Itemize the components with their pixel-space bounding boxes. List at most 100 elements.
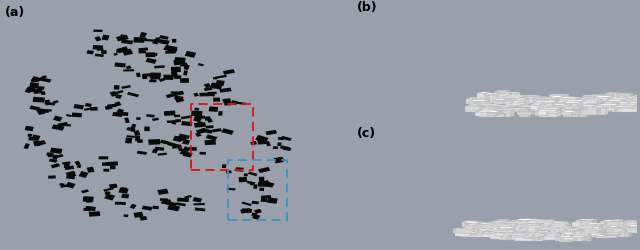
Polygon shape: [591, 219, 597, 227]
Bar: [115, 102, 122, 107]
Bar: [86, 206, 93, 210]
Polygon shape: [586, 223, 609, 224]
Polygon shape: [464, 226, 484, 227]
Polygon shape: [610, 108, 630, 111]
Bar: [153, 75, 161, 80]
Polygon shape: [465, 222, 483, 223]
Bar: [215, 76, 227, 80]
Polygon shape: [534, 224, 538, 229]
Bar: [131, 127, 135, 132]
Bar: [230, 101, 237, 106]
Polygon shape: [548, 222, 559, 228]
Polygon shape: [497, 112, 499, 117]
Bar: [110, 166, 116, 170]
Polygon shape: [608, 100, 625, 103]
Bar: [140, 33, 147, 39]
Bar: [62, 162, 71, 165]
Bar: [121, 86, 131, 90]
Polygon shape: [604, 97, 624, 103]
Polygon shape: [491, 233, 504, 234]
Polygon shape: [609, 221, 618, 228]
Polygon shape: [511, 234, 528, 237]
Polygon shape: [637, 229, 640, 230]
Polygon shape: [582, 97, 601, 102]
Bar: [48, 155, 59, 158]
Polygon shape: [633, 98, 636, 102]
Polygon shape: [516, 93, 520, 100]
Polygon shape: [609, 220, 623, 221]
Bar: [113, 54, 118, 56]
Polygon shape: [605, 222, 627, 224]
Polygon shape: [540, 100, 553, 102]
Polygon shape: [591, 106, 597, 112]
Bar: [166, 93, 178, 99]
Polygon shape: [490, 232, 500, 235]
Polygon shape: [513, 100, 528, 101]
Polygon shape: [502, 97, 522, 101]
Polygon shape: [607, 226, 620, 227]
Polygon shape: [633, 226, 640, 228]
Polygon shape: [614, 100, 635, 101]
Polygon shape: [506, 222, 509, 227]
Polygon shape: [562, 227, 574, 228]
Polygon shape: [588, 99, 591, 107]
Polygon shape: [474, 104, 491, 109]
Polygon shape: [475, 234, 496, 235]
Bar: [161, 199, 172, 204]
Polygon shape: [470, 230, 474, 233]
Polygon shape: [636, 102, 640, 106]
Polygon shape: [477, 106, 497, 108]
Polygon shape: [496, 228, 511, 230]
Polygon shape: [506, 108, 522, 109]
Polygon shape: [570, 235, 589, 242]
Bar: [182, 152, 193, 158]
Polygon shape: [608, 98, 630, 100]
Bar: [172, 40, 177, 44]
Polygon shape: [597, 108, 601, 116]
Polygon shape: [574, 231, 578, 235]
Polygon shape: [519, 224, 541, 226]
Polygon shape: [551, 233, 554, 240]
Polygon shape: [637, 225, 640, 233]
Polygon shape: [624, 106, 634, 109]
Polygon shape: [550, 97, 570, 98]
Polygon shape: [566, 97, 570, 102]
Polygon shape: [557, 100, 579, 101]
Polygon shape: [572, 111, 578, 116]
Polygon shape: [536, 100, 553, 102]
Polygon shape: [618, 229, 635, 231]
Polygon shape: [555, 228, 559, 236]
Polygon shape: [612, 104, 629, 106]
Polygon shape: [537, 110, 555, 112]
Polygon shape: [582, 229, 605, 230]
Polygon shape: [590, 222, 595, 229]
Bar: [145, 53, 156, 58]
Polygon shape: [509, 222, 519, 227]
Polygon shape: [590, 232, 593, 237]
Polygon shape: [500, 237, 507, 240]
Bar: [116, 51, 121, 53]
Polygon shape: [548, 110, 556, 117]
Polygon shape: [477, 110, 496, 111]
Bar: [160, 198, 168, 201]
Bar: [180, 116, 192, 120]
Bar: [183, 71, 188, 76]
Bar: [85, 206, 96, 211]
Bar: [227, 188, 236, 191]
Polygon shape: [565, 95, 568, 103]
Polygon shape: [630, 108, 633, 113]
Polygon shape: [588, 239, 590, 242]
Polygon shape: [561, 234, 570, 241]
Bar: [149, 75, 159, 81]
Bar: [227, 160, 287, 220]
Bar: [46, 152, 54, 157]
Bar: [138, 48, 148, 52]
Polygon shape: [570, 234, 591, 236]
Polygon shape: [527, 99, 531, 105]
Polygon shape: [520, 225, 534, 229]
Bar: [174, 96, 184, 100]
Polygon shape: [575, 98, 580, 106]
Polygon shape: [609, 230, 621, 236]
Polygon shape: [562, 222, 568, 227]
Polygon shape: [538, 106, 551, 111]
